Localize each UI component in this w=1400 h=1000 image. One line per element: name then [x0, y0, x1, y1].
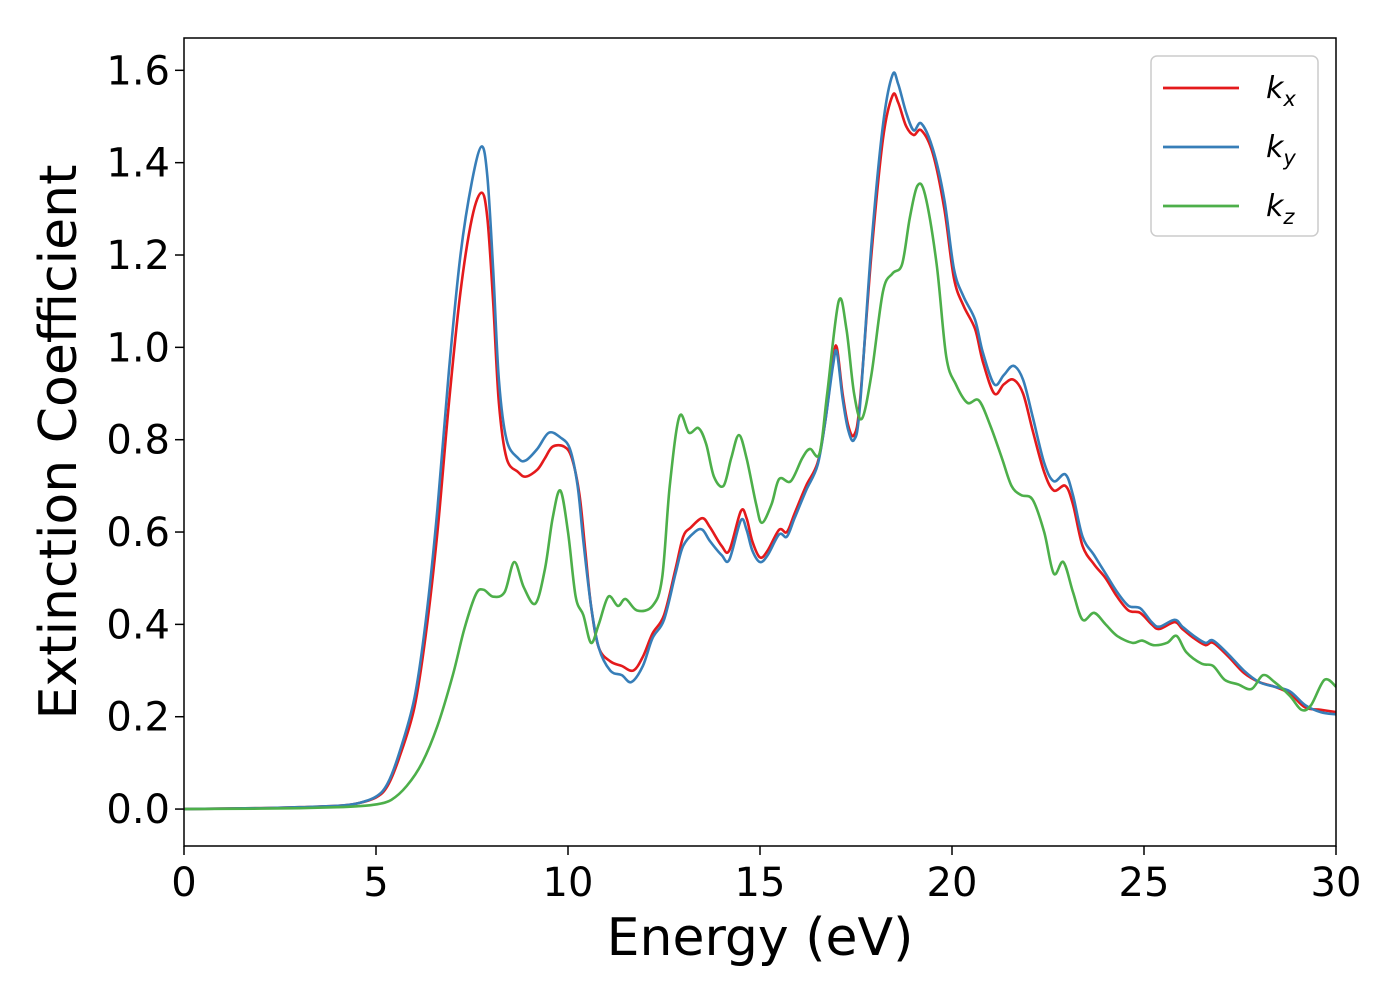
x-tick-label: 15 [735, 860, 786, 906]
series-line-x [184, 92, 1336, 811]
x-tick-label: 0 [171, 860, 196, 906]
x-axis-label: Energy (eV) [607, 908, 914, 968]
y-tick-label: 1.2 [106, 233, 170, 279]
x-tick-label: 20 [927, 860, 978, 906]
y-tick-label: 0.2 [106, 695, 170, 741]
y-tick-label: 1.4 [106, 141, 170, 187]
series-line-z [184, 182, 1336, 811]
y-axis-label: Extinction Coefficient [29, 165, 89, 720]
y-tick-label: 0.0 [106, 787, 170, 833]
series-line-y [184, 71, 1336, 811]
y-tick-label: 1.0 [106, 325, 170, 371]
x-tick-label: 25 [1119, 860, 1170, 906]
x-tick-label: 30 [1311, 860, 1362, 906]
plot-lines [184, 71, 1336, 811]
legend-label-y: ky [1266, 130, 1296, 170]
y-tick-label: 0.6 [106, 510, 170, 556]
y-tick-label: 1.6 [106, 48, 170, 94]
y-tick-label: 0.4 [106, 602, 170, 648]
x-tick-label: 5 [363, 860, 388, 906]
axis-ticks: 0 5 10 15 20 25 30 0.0 0.2 0.4 0.6 0.8 1.0 1.2 1.4 1.6 [106, 48, 1361, 906]
x-tick-label: 10 [543, 860, 594, 906]
y-tick-label: 0.8 [106, 418, 170, 464]
